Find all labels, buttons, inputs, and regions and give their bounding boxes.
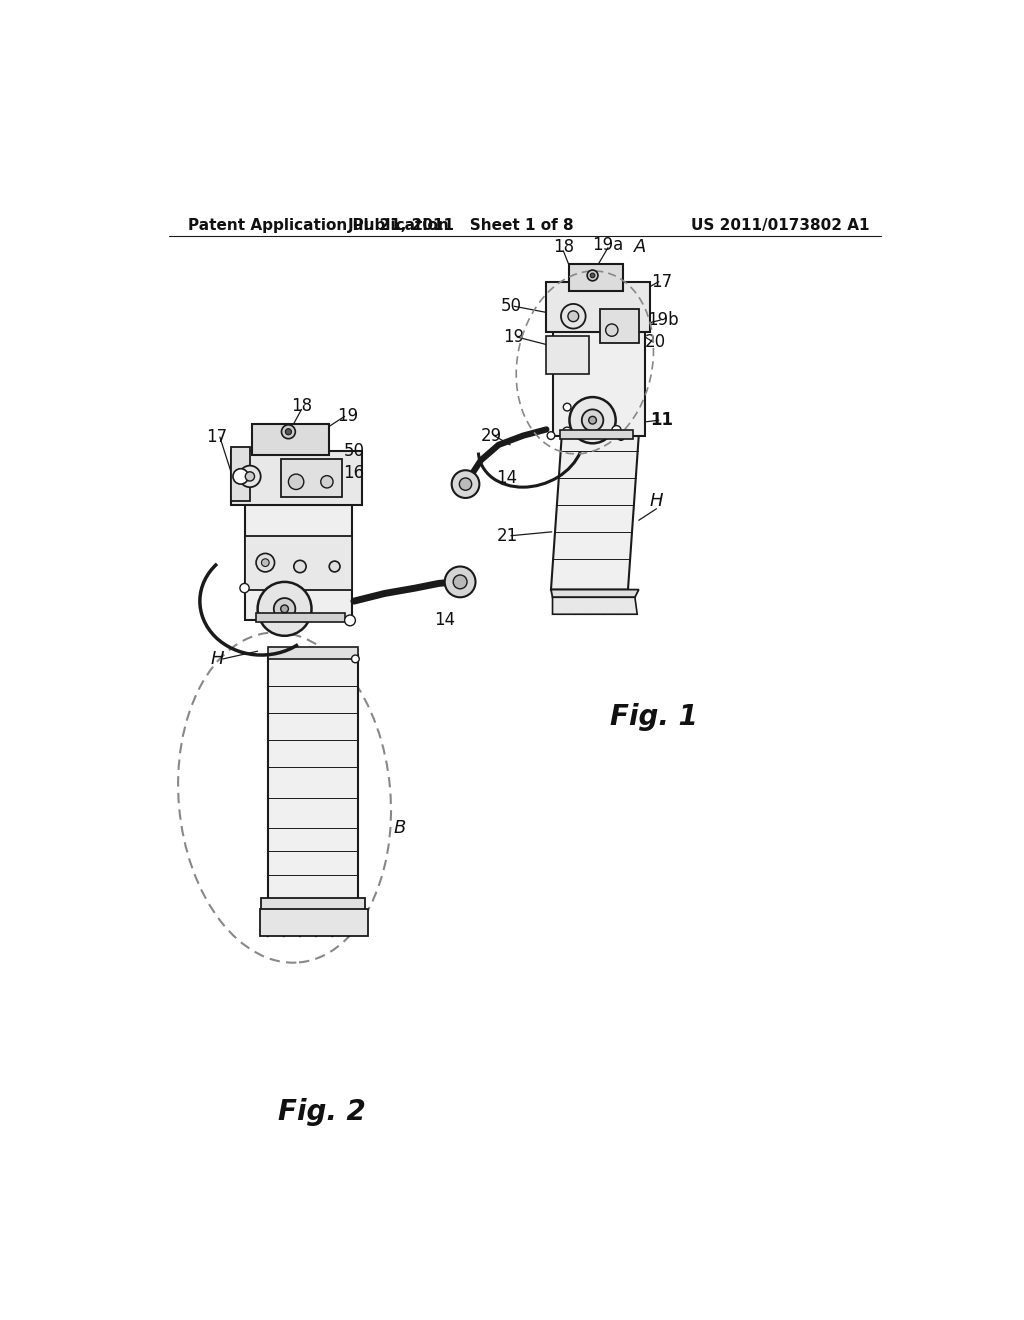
FancyBboxPatch shape (261, 898, 366, 913)
FancyBboxPatch shape (600, 309, 639, 343)
Circle shape (240, 583, 249, 593)
Circle shape (345, 615, 355, 626)
Circle shape (321, 475, 333, 488)
Text: Jul. 21, 2011   Sheet 1 of 8: Jul. 21, 2011 Sheet 1 of 8 (348, 218, 574, 234)
FancyBboxPatch shape (547, 335, 589, 374)
Circle shape (562, 428, 571, 437)
Circle shape (330, 561, 340, 572)
Circle shape (611, 425, 621, 434)
Circle shape (454, 576, 467, 589)
FancyBboxPatch shape (267, 655, 358, 902)
Text: 18: 18 (553, 238, 573, 256)
Text: 17: 17 (206, 428, 227, 446)
FancyBboxPatch shape (260, 909, 368, 936)
Text: 19: 19 (504, 329, 524, 346)
Text: 50: 50 (343, 442, 365, 459)
Circle shape (444, 566, 475, 597)
Circle shape (258, 582, 311, 636)
Circle shape (351, 655, 359, 663)
Text: 19a: 19a (592, 236, 624, 253)
Text: H: H (210, 649, 223, 668)
Text: 29: 29 (480, 426, 502, 445)
Text: B: B (394, 820, 407, 837)
Text: H: H (649, 492, 664, 510)
Text: 18: 18 (291, 397, 312, 416)
Text: Fig. 1: Fig. 1 (610, 702, 698, 731)
Circle shape (273, 598, 295, 619)
Text: 21: 21 (498, 527, 518, 545)
Text: US 2011/0173802 A1: US 2011/0173802 A1 (691, 218, 869, 234)
Circle shape (582, 409, 603, 430)
Circle shape (246, 471, 255, 480)
Circle shape (587, 271, 598, 281)
FancyBboxPatch shape (560, 430, 634, 440)
Polygon shape (553, 598, 637, 614)
Circle shape (569, 397, 615, 444)
Circle shape (561, 304, 586, 329)
Circle shape (233, 469, 249, 484)
Circle shape (281, 605, 289, 612)
Text: Patent Application Publication: Patent Application Publication (188, 218, 450, 234)
FancyBboxPatch shape (245, 536, 352, 590)
FancyBboxPatch shape (230, 447, 250, 502)
Circle shape (256, 553, 274, 572)
Circle shape (282, 425, 295, 438)
Circle shape (547, 432, 555, 440)
FancyBboxPatch shape (267, 647, 358, 659)
Polygon shape (551, 436, 639, 590)
FancyBboxPatch shape (281, 459, 342, 498)
Circle shape (294, 560, 306, 573)
FancyBboxPatch shape (245, 478, 352, 620)
Polygon shape (551, 590, 639, 598)
FancyBboxPatch shape (569, 264, 624, 290)
Circle shape (261, 558, 269, 566)
Text: 14: 14 (496, 469, 517, 487)
Circle shape (590, 273, 595, 277)
FancyBboxPatch shape (252, 424, 330, 455)
FancyBboxPatch shape (553, 293, 645, 436)
Circle shape (286, 429, 292, 434)
Circle shape (605, 323, 617, 337)
Circle shape (568, 312, 579, 322)
Text: 50: 50 (501, 297, 522, 315)
Text: A: A (634, 238, 646, 256)
Text: 19: 19 (337, 408, 358, 425)
Text: 16: 16 (343, 463, 365, 482)
Text: 11: 11 (650, 412, 674, 429)
FancyBboxPatch shape (256, 612, 345, 622)
Circle shape (452, 470, 479, 498)
Circle shape (460, 478, 472, 490)
FancyBboxPatch shape (547, 281, 650, 331)
Circle shape (563, 404, 571, 411)
Text: 17: 17 (651, 273, 673, 290)
Circle shape (589, 416, 596, 424)
Text: Fig. 2: Fig. 2 (278, 1098, 366, 1126)
Circle shape (617, 434, 625, 441)
FancyBboxPatch shape (230, 451, 361, 506)
Circle shape (289, 474, 304, 490)
Text: 19b: 19b (647, 312, 679, 329)
Circle shape (240, 466, 261, 487)
Text: 14: 14 (434, 611, 456, 630)
Text: 20: 20 (645, 333, 667, 351)
